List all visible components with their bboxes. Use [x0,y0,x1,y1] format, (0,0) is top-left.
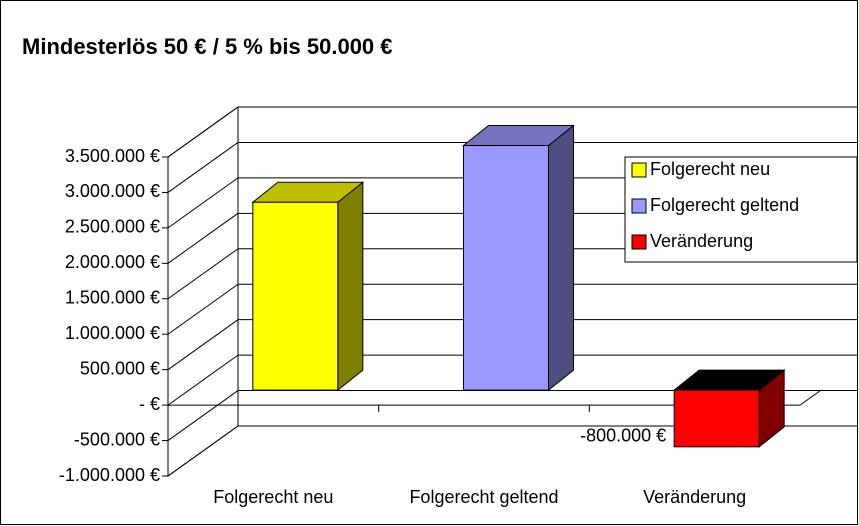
grid-line [167,319,239,371]
floor-edge [799,389,822,406]
grid-line [167,390,239,441]
grid-line [167,177,239,229]
y-tick-label: -1.000.000 € [59,465,160,485]
x-tick-label: Folgerecht neu [213,487,333,507]
bar [673,389,760,448]
bar-side [548,124,574,392]
bar-side [337,181,364,392]
y-tick-label: 500.000 € [80,358,160,378]
y-tick-label: 3.000.000 € [65,181,160,201]
chart-title: Mindesterlös 50 € / 5 % bis 50.000 € [22,34,393,59]
grid-line [167,248,239,300]
grid-line [167,142,239,193]
grid-line [167,106,239,158]
y-tick-label: -500.000 € [74,429,160,449]
y-tick-label: 1.000.000 € [65,323,160,343]
y-tick-label: 1.500.000 € [65,288,160,308]
y-tick-label: - € [139,394,160,414]
legend-box [624,156,858,263]
grid-line [167,212,239,264]
legend-swatch [631,162,647,178]
y-tick-label: 2.500.000 € [65,217,160,237]
y-tick-label: 3.500.000 € [65,146,160,166]
bar [463,145,549,391]
grid-line [167,425,239,477]
legend-label: Veränderung [650,231,753,251]
bar [252,201,339,391]
x-tick-label: Folgerecht geltend [409,487,558,507]
y-tick-label: 2.000.000 € [65,252,160,272]
legend-label: Folgerecht geltend [650,195,799,215]
legend-label: Folgerecht neu [650,159,770,179]
x-tick-label: Veränderung [643,487,746,507]
grid-line [167,354,239,406]
data-label: -800.000 € [580,426,666,446]
legend-swatch [631,234,647,250]
grid-line [167,283,239,335]
legend-swatch [631,198,647,214]
